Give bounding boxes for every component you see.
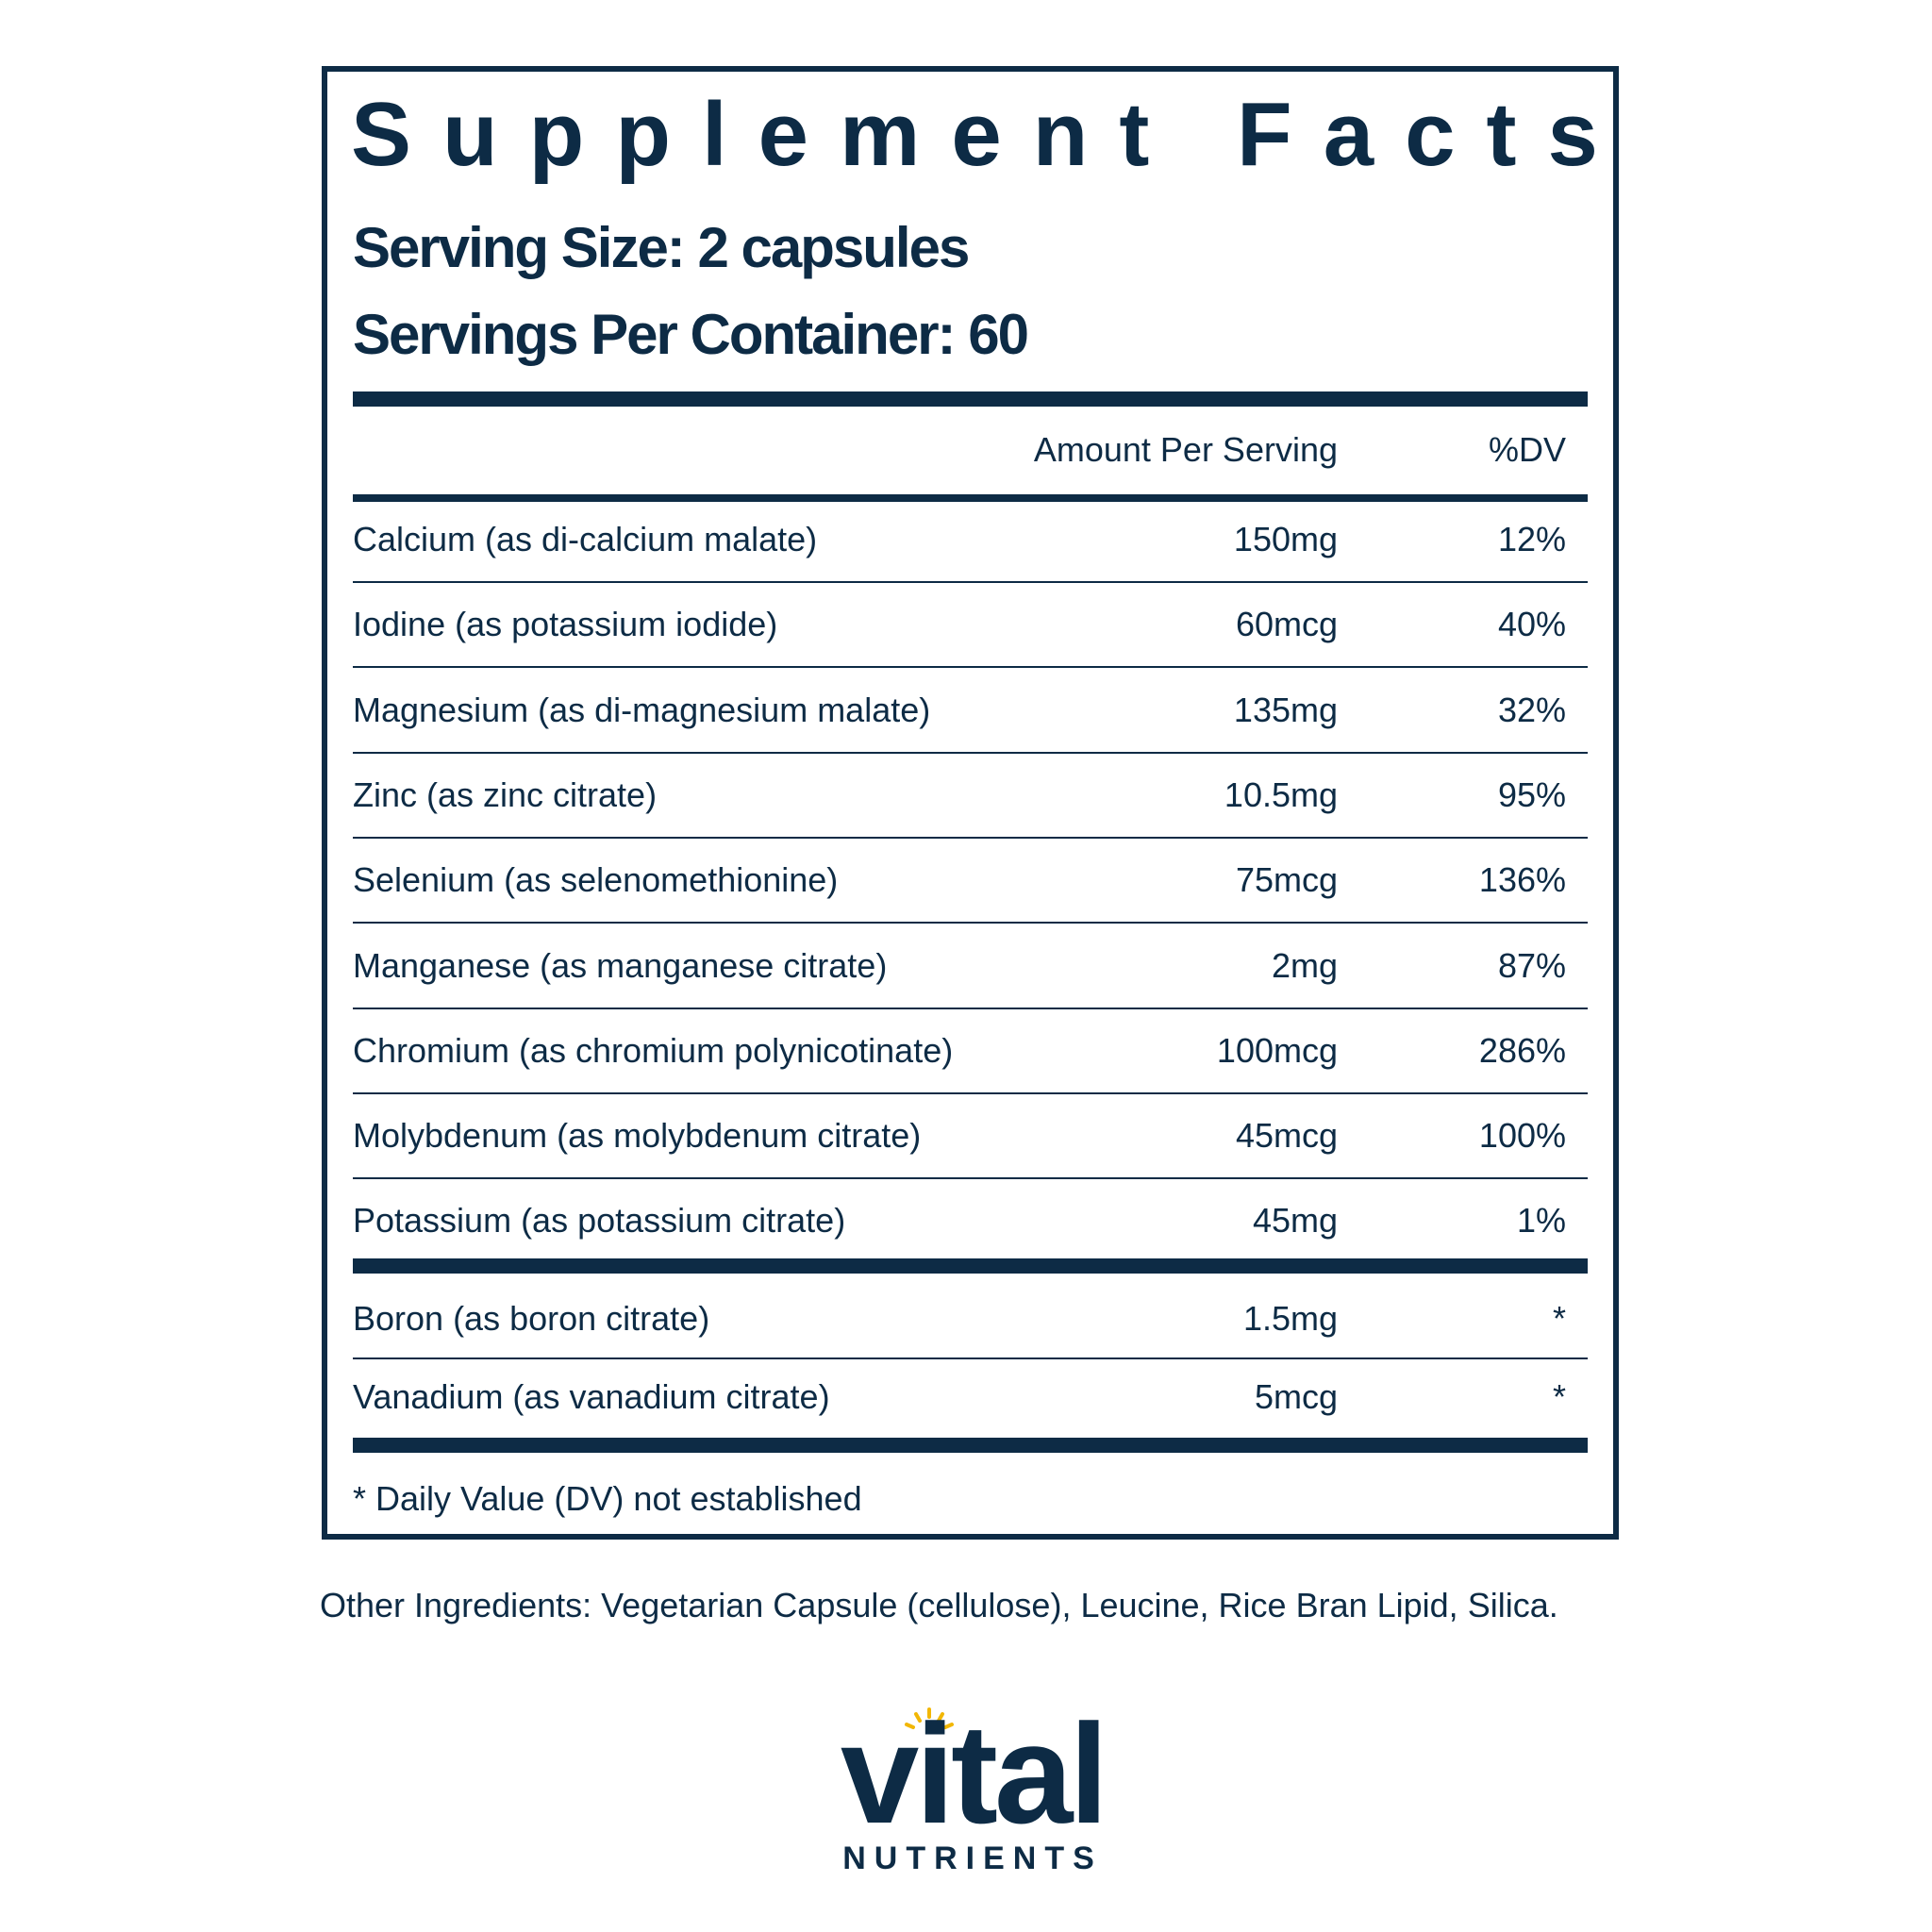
logo-tagline: NUTRIENTS	[842, 1840, 1103, 1876]
nutrient-amount: 5mcg	[1254, 1377, 1338, 1416]
divider	[353, 1438, 1588, 1453]
servings-per-container: Servings Per Container: 60	[353, 303, 1029, 366]
row-divider	[353, 581, 1588, 584]
facts-panel	[322, 66, 1619, 1540]
nutrient-amount: 1.5mg	[1242, 1299, 1338, 1338]
nutrient-dv: 1%	[1516, 1201, 1566, 1241]
nutrient-amount: 60mcg	[1235, 605, 1338, 644]
row-divider	[353, 922, 1588, 924]
nutrient-name: Boron (as boron citrate)	[353, 1299, 710, 1338]
nutrient-amount: 135mg	[1233, 690, 1338, 729]
column-header: Amount Per Serving	[1033, 430, 1338, 469]
nutrient-name: Iodine (as potassium iodide)	[353, 605, 778, 644]
nutrient-dv: 100%	[1478, 1116, 1566, 1156]
nutrient-dv: 12%	[1497, 520, 1566, 558]
title: Supplement Facts	[351, 84, 1629, 185]
nutrient-name: Manganese (as manganese citrate)	[353, 945, 888, 985]
row-divider	[353, 1007, 1588, 1009]
serving-size: Serving Size: 2 capsules	[353, 216, 970, 279]
nutrient-name: Magnesium (as di-magnesium malate)	[353, 690, 931, 729]
row-divider	[353, 1357, 1588, 1359]
nutrient-name: Selenium (as selenomethionine)	[353, 860, 839, 900]
nutrient-name: Molybdenum (as molybdenum citrate)	[353, 1116, 922, 1156]
nutrient-amount: 100mcg	[1216, 1030, 1338, 1070]
nutrient-name: Vanadium (as vanadium citrate)	[353, 1377, 830, 1416]
divider	[353, 391, 1588, 407]
nutrient-amount: 45mg	[1252, 1201, 1338, 1241]
footnote: * Daily Value (DV) not established	[353, 1479, 862, 1518]
row-divider	[353, 837, 1588, 840]
nutrient-dv: 40%	[1497, 605, 1566, 644]
nutrient-amount: 75mcg	[1235, 860, 1338, 900]
nutrient-dv: 136%	[1478, 860, 1566, 900]
logo-name: vital	[840, 1694, 1108, 1853]
nutrient-name: Chromium (as chromium polynicotinate)	[353, 1030, 954, 1070]
nutrient-dv: 32%	[1497, 690, 1566, 729]
nutrient-amount: 2mg	[1271, 945, 1338, 985]
logo-sun	[905, 1707, 954, 1729]
row-divider	[353, 666, 1588, 669]
nutrient-amount: 10.5mg	[1224, 774, 1338, 814]
nutrient-name: Potassium (as potassium citrate)	[353, 1201, 846, 1241]
nutrient-dv: 87%	[1497, 945, 1566, 985]
other-ingredients: Other Ingredients: Vegetarian Capsule (c…	[320, 1586, 1558, 1624]
column-header: %DV	[1488, 430, 1566, 469]
nutrient-amount: 45mcg	[1235, 1116, 1338, 1156]
nutrient-dv: *	[1552, 1377, 1566, 1416]
nutrient-name: Zinc (as zinc citrate)	[353, 774, 658, 814]
nutrient-dv: 286%	[1478, 1030, 1566, 1070]
divider	[353, 494, 1588, 502]
row-divider	[353, 1177, 1588, 1180]
row-divider	[353, 1091, 1588, 1094]
nutrient-dv: *	[1552, 1299, 1566, 1338]
row-divider	[353, 751, 1588, 754]
nutrient-amount: 150mg	[1233, 520, 1338, 558]
nutrient-name: Calcium (as di-calcium malate)	[353, 520, 818, 558]
divider	[353, 1258, 1588, 1274]
nutrient-dv: 95%	[1497, 774, 1566, 814]
